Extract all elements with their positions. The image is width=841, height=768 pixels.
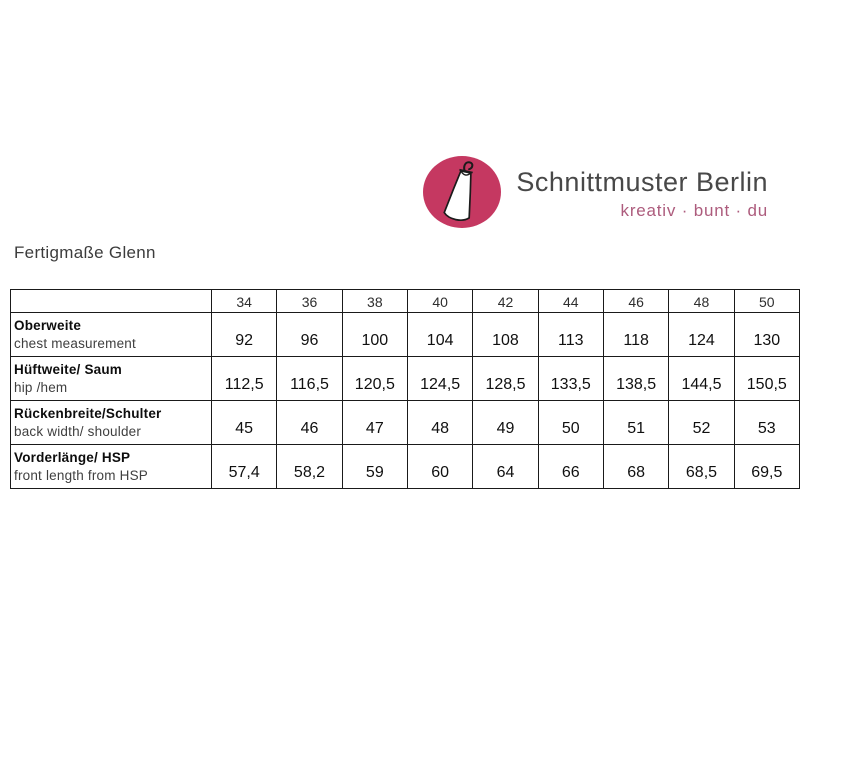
size-header-cell: 46 (602, 289, 670, 313)
brand-name: Schnittmuster Berlin (516, 167, 768, 197)
table-row: Vorderlänge/ HSP front length from HSP 57,… (10, 444, 801, 489)
size-header-cell: 48 (668, 289, 735, 313)
brand-tagline: kreativ · bunt · du (620, 201, 768, 220)
size-header-cell: 44 (537, 289, 604, 313)
measurement-value-cell: 100 (341, 312, 408, 357)
measurement-value-cell: 57,4 (210, 444, 278, 489)
table-row: Oberweite chest measurement 92 96 100 104 108 1… (10, 312, 801, 357)
measurement-value-cell: 66 (537, 444, 604, 489)
size-header-cell: 50 (733, 289, 801, 313)
brand-logo (423, 156, 501, 228)
table-row: Rückenbreite/Schulter back width/ shoulde… (10, 400, 801, 445)
measurement-value-cell: 49 (472, 400, 539, 445)
measurement-value-cell: 118 (602, 312, 670, 357)
measurement-value-cell: 124 (668, 312, 735, 357)
measurement-value-cell: 120,5 (341, 356, 408, 401)
brand-header: Schnittmuster Berlin kreativ · bunt · du (423, 155, 768, 230)
measurement-value-cell: 112,5 (210, 356, 278, 401)
row-label-cell: Vorderlänge/ HSP front length from HSP (10, 444, 212, 489)
measurement-value-cell: 53 (733, 400, 801, 445)
corner-cell (10, 289, 212, 313)
measurement-value-cell: 68,5 (668, 444, 735, 489)
measurement-value-cell: 64 (472, 444, 539, 489)
size-table: 34 36 38 40 42 44 46 48 50 Oberweite chest measur… (10, 289, 801, 489)
row-label-german: Vorderlänge/ HSP (14, 449, 131, 465)
row-label-german: Rückenbreite/Schulter (14, 405, 162, 421)
row-label-english: chest measurement (14, 335, 136, 351)
row-label-german: Oberweite (14, 317, 82, 333)
row-label-english: front length from HSP (14, 467, 149, 483)
measurement-value-cell: 47 (341, 400, 408, 445)
measurement-value-cell: 96 (276, 312, 343, 357)
row-label-cell: Oberweite chest measurement (10, 312, 212, 357)
table-row: Hüftweite/ Saum hip /hem 112,5 116,5 120,5 12… (10, 356, 801, 401)
measurement-value-cell: 138,5 (602, 356, 670, 401)
measurement-value-cell: 116,5 (276, 356, 343, 401)
row-label-cell: Hüftweite/ Saum hip /hem (10, 356, 212, 401)
measurement-value-cell: 130 (733, 312, 801, 357)
measurement-value-cell: 150,5 (733, 356, 801, 401)
measurement-value-cell: 45 (210, 400, 278, 445)
row-label-english: hip /hem (14, 379, 68, 395)
measurement-value-cell: 51 (602, 400, 670, 445)
table-header-row: 34 36 38 40 42 44 46 48 50 (10, 289, 801, 313)
measurement-value-cell: 68 (602, 444, 670, 489)
row-label-cell: Rückenbreite/Schulter back width/ shoulde… (10, 400, 212, 445)
measurement-value-cell: 113 (537, 312, 604, 357)
measurement-value-cell: 108 (472, 312, 539, 357)
size-header-cell: 38 (341, 289, 408, 313)
row-label-english: back width/ shoulder (14, 423, 142, 439)
measurement-value-cell: 144,5 (668, 356, 735, 401)
measurement-value-cell: 46 (276, 400, 343, 445)
size-header-cell: 34 (210, 289, 278, 313)
size-header-cell: 36 (276, 289, 343, 313)
measurement-value-cell: 104 (406, 312, 474, 357)
page-title: Fertigmaße Glenn (14, 243, 156, 262)
size-header-cell: 42 (472, 289, 539, 313)
measurement-value-cell: 133,5 (537, 356, 604, 401)
measurement-value-cell: 128,5 (472, 356, 539, 401)
measurement-value-cell: 60 (406, 444, 474, 489)
measurement-value-cell: 50 (537, 400, 604, 445)
row-label-german: Hüftweite/ Saum (14, 361, 123, 377)
size-header-cell: 40 (406, 289, 474, 313)
measurement-value-cell: 52 (668, 400, 735, 445)
measurement-value-cell: 69,5 (733, 444, 801, 489)
measurement-value-cell: 48 (406, 400, 474, 445)
measurement-value-cell: 92 (210, 312, 278, 357)
measurement-value-cell: 124,5 (406, 356, 474, 401)
measurement-value-cell: 59 (341, 444, 408, 489)
table-body: Oberweite chest measurement 92 96 100 104 108 1… (10, 312, 801, 489)
brand-text: Schnittmuster Berlin kreativ · bunt · du (516, 167, 768, 221)
measurement-value-cell: 58,2 (276, 444, 343, 489)
